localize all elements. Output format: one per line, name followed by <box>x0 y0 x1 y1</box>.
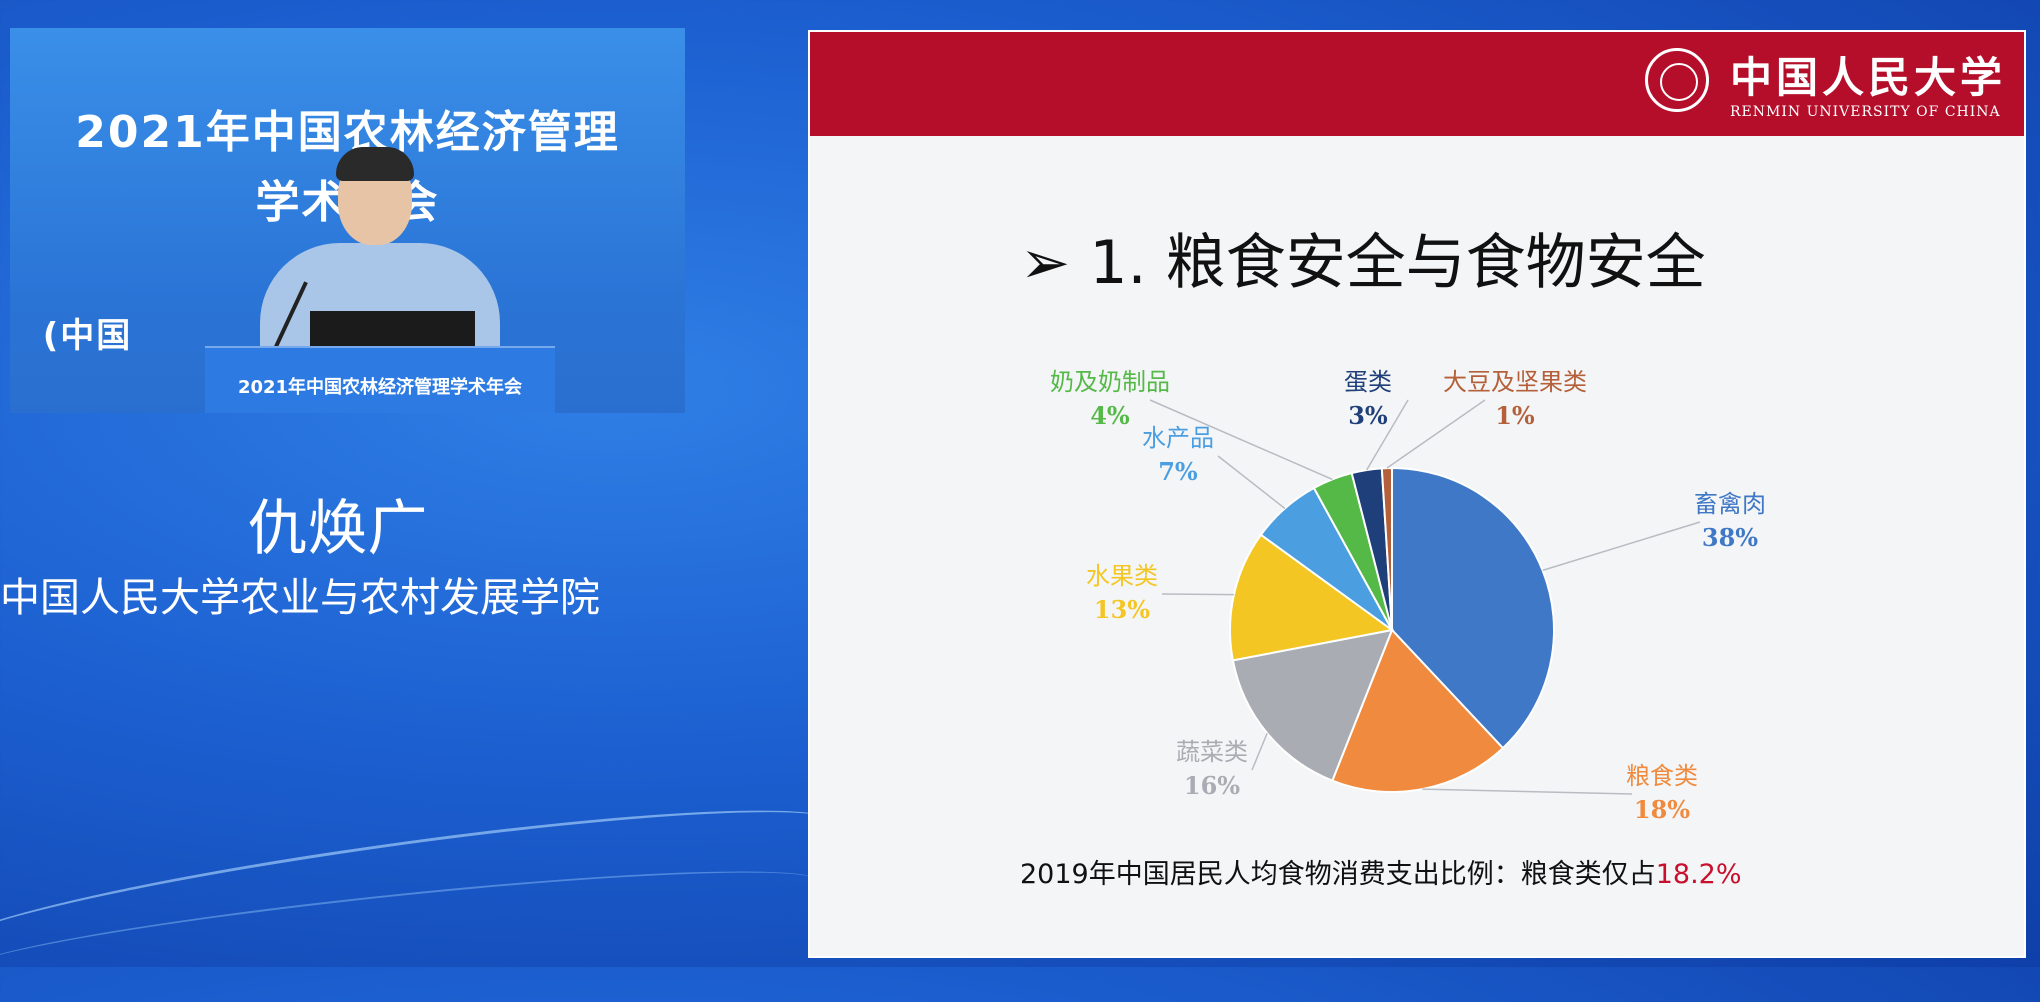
slice-value-label-5: 4% <box>1090 401 1130 430</box>
slice-name-label-5: 奶及奶制品 <box>1050 368 1170 396</box>
university-name-en: RENMIN UNIVERSITY OF CHINA <box>1730 104 2001 120</box>
pie-slice-7 <box>1380 466 1393 631</box>
leader-line-2 <box>1251 732 1268 771</box>
caption-highlight: 18.2% <box>1655 859 1742 890</box>
slice-name-label-1: 粮食类 <box>1626 762 1698 790</box>
speaker-name: 仇焕广 <box>247 494 428 564</box>
slice-value-label-6: 3% <box>1348 401 1388 430</box>
presentation-slide: 中国人民大学 RENMIN UNIVERSITY OF CHINA ➢ 1. 粮… <box>808 30 2026 958</box>
speaker-video: 2021年中国农林经济管理 学术年会 (中国 2021年中国农林经济管理学术年会 <box>10 28 685 413</box>
slice-name-label-7: 大豆及坚果类 <box>1443 368 1587 396</box>
pie-slice-3 <box>1229 533 1395 662</box>
slice-name-label-4: 水产品 <box>1142 424 1214 452</box>
slice-value-label-1: 18% <box>1634 795 1690 824</box>
leader-line-1 <box>1422 788 1633 795</box>
slice-value-label-7: 1% <box>1495 401 1535 430</box>
slice-value-label-0: 38% <box>1702 523 1758 552</box>
leader-line-4 <box>1217 455 1286 510</box>
university-seal-icon <box>1645 48 1709 112</box>
banner-title-line3: (中国 <box>42 316 133 356</box>
slice-name-label-6: 蛋类 <box>1344 368 1392 396</box>
leader-line-7 <box>1386 399 1486 469</box>
caption-text: 2019年中国居民人均食物消费支出比例：粮食类仅占 <box>1020 859 1656 890</box>
leader-line-6 <box>1366 399 1409 471</box>
pie-chart: 畜禽肉 38% 粮食类 18% 蔬菜类 16% 水果类 13% 水产品 7% 奶及奶制品 4% 蛋类 3%… <box>1050 368 1766 824</box>
slice-name-label-3: 水果类 <box>1086 562 1158 590</box>
slide-caption: 2019年中国居民人均食物消费支出比例：粮食类仅占18.2% <box>1020 852 1742 891</box>
slide-header: 中国人民大学 RENMIN UNIVERSITY OF CHINA <box>810 32 2024 136</box>
university-name-cn: 中国人民大学 <box>1730 53 2007 102</box>
speaker-affiliation: 中国人民大学农业与农村发展学院 <box>0 575 600 621</box>
speaker-hair <box>336 147 414 181</box>
slice-value-label-2: 16% <box>1184 771 1240 800</box>
slice-name-label-2: 蔬菜类 <box>1176 738 1248 766</box>
slice-value-label-4: 7% <box>1158 457 1198 486</box>
banner-title-line1: 2021年中国农林经济管理 <box>75 107 620 158</box>
slice-name-label-0: 畜禽肉 <box>1694 490 1766 518</box>
slice-value-label-3: 13% <box>1094 595 1150 624</box>
slide-title: ➢ 1. 粮食安全与食物安全 <box>1020 228 1706 298</box>
leader-line-5 <box>1149 399 1333 481</box>
pie-slice-0 <box>1391 466 1555 750</box>
leader-line-0 <box>1542 521 1701 572</box>
podium-sign: 2021年中国农林经济管理学术年会 <box>205 346 555 413</box>
laptop <box>310 311 475 349</box>
leader-line-3 <box>1161 593 1234 596</box>
